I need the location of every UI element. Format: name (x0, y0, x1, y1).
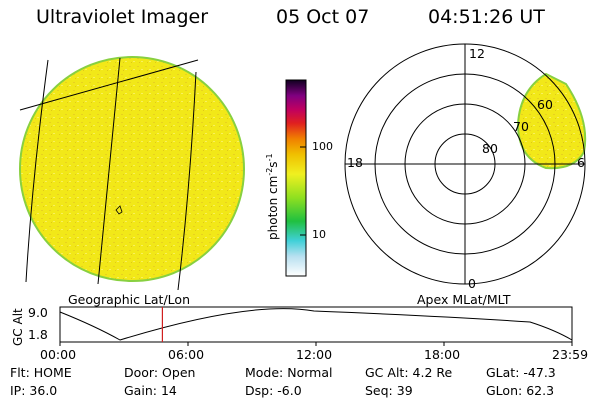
mlt-label-12: 12 (469, 46, 485, 61)
status-mode-label: Mode: (245, 365, 284, 380)
geographic-disk-image (19, 56, 245, 291)
time-tick-1200: 12:00 (296, 347, 333, 362)
status-glat-value: -47.3 (523, 365, 556, 380)
left-panel-caption: Geographic Lat/Lon (68, 292, 190, 307)
unit-mid: s (266, 161, 280, 168)
status-ip: IP: 36.0 (10, 383, 58, 398)
status-gc-alt-value: 4.2 Re (412, 365, 453, 380)
unit-exp-1: -2 (265, 167, 274, 176)
status-door-label: Door: (124, 365, 159, 380)
status-dsp-label: Dsp: (245, 383, 274, 398)
header-date: 05 Oct 07 (276, 6, 370, 28)
lat-label-60: 60 (537, 97, 553, 112)
time-tick-0000: 00:00 (40, 347, 77, 362)
colorbar-tick-10: 10 (312, 228, 326, 241)
status-flt-label: Flt: (10, 365, 30, 380)
status-mode-value: Normal (287, 365, 333, 380)
colorbar-tick-100: 100 (312, 140, 333, 153)
time-tick-2359: 23:59 (552, 347, 589, 362)
status-glon-label: GLon: (486, 383, 523, 398)
polar-mlat-mlt-plot (344, 43, 587, 285)
status-gc-alt-label: GC Alt: (365, 365, 409, 380)
mlt-label-0: 0 (468, 276, 476, 291)
status-dsp-value: -6.0 (277, 383, 302, 398)
altitude-ytick-low: 1.8 (28, 327, 48, 342)
status-dsp: Dsp: -6.0 (245, 383, 302, 398)
status-seq: Seq: 39 (365, 383, 413, 398)
status-door: Door: Open (124, 365, 196, 380)
altitude-strip-plot (59, 306, 573, 346)
lat-label-70: 70 (513, 119, 529, 134)
colorbar (285, 79, 307, 277)
status-flt-value: HOME (33, 365, 72, 380)
colorbar-unit-label: photon cm-2s-1 (265, 153, 280, 240)
unit-base: photon cm (266, 175, 280, 240)
status-ip-value: 36.0 (29, 383, 58, 398)
status-flt: Flt: HOME (10, 365, 72, 380)
status-gc-alt: GC Alt: 4.2 Re (365, 365, 453, 380)
lat-label-80: 80 (482, 141, 498, 156)
altitude-ylabel: GC Alt (11, 308, 25, 346)
mlt-label-6: 6 (577, 155, 585, 170)
status-seq-label: Seq: (365, 383, 393, 398)
status-seq-value: 39 (396, 383, 413, 398)
status-glon-value: 62.3 (526, 383, 555, 398)
status-gain-value: 14 (160, 383, 177, 398)
status-mode: Mode: Normal (245, 365, 333, 380)
mlt-label-18: 18 (347, 155, 363, 170)
status-glat-label: GLat: (486, 365, 520, 380)
time-tick-0600: 06:00 (168, 347, 205, 362)
time-tick-1800: 18:00 (424, 347, 461, 362)
status-gain-label: Gain: (124, 383, 157, 398)
status-door-value: Open (162, 365, 196, 380)
status-glat: GLat: -47.3 (486, 365, 556, 380)
status-gain: Gain: 14 (124, 383, 177, 398)
unit-exp-2: -1 (265, 153, 274, 162)
status-glon: GLon: 62.3 (486, 383, 555, 398)
right-panel-caption: Apex MLat/MLT (417, 292, 511, 307)
instrument-title: Ultraviolet Imager (36, 6, 209, 28)
altitude-ytick-high: 9.0 (28, 305, 48, 320)
header-time: 04:51:26 UT (428, 6, 545, 28)
status-ip-label: IP: (10, 383, 26, 398)
